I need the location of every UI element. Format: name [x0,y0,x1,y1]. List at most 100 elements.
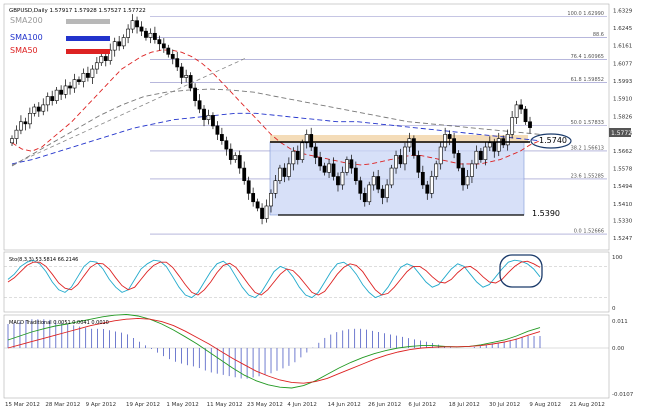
stoch-highlight-ellipse [499,254,543,288]
candle-body [94,62,99,70]
price-highlight-ellipse [530,133,572,149]
sma100-line [11,112,541,165]
price-axis-label: 1.5410 [613,202,633,208]
price-axis-label: 1.5330 [613,219,633,225]
stoch-axis-bottom: 0 [612,306,616,312]
date-axis-label: 1 May 2012 [166,402,198,408]
candle-body [327,163,331,173]
candle-body [403,146,407,165]
candle-body [139,26,144,32]
fib-level-label: 88.6 [593,32,604,38]
candle-body [519,104,523,110]
candle-body [215,125,220,135]
candle-body [242,167,247,182]
candle-body [362,193,367,203]
candle-body [126,28,131,38]
macd-title: MACD Traditional 0.0051 0.0041 0.0010 [9,320,109,326]
candle-body [487,142,492,148]
candle-body [197,100,202,110]
price-axis-label: 1.5662 [613,149,632,155]
date-axis-label: 26 Jun 2012 [368,402,401,408]
candle-body [291,150,296,165]
candle-body [452,138,456,154]
candle-body [108,49,113,61]
candle-body [27,113,32,125]
legend-sma50-label: SMA50 [10,46,38,55]
legend: SMA200 SMA100 SMA50 [10,16,110,55]
date-axis-label: 9 Aug 2012 [529,402,561,408]
candle-body [14,129,19,139]
candle-body [429,176,434,194]
price-axis-label: 1.6161 [613,44,632,50]
candle-body [380,188,385,198]
legend-sma100-swatch [66,36,110,41]
fib-level-label: 23.6 1.55285 [571,173,604,179]
candle-body [345,159,349,173]
candle-body [72,79,77,89]
date-axis-label: 18 Jul 2012 [449,402,480,408]
candle-body [251,193,256,203]
candle-body [206,115,211,120]
candle-body [36,106,41,112]
price-axis-label: 1.6245 [613,26,633,32]
price-axis-label: 1.5826 [613,114,633,120]
price-axis-label: 1.5578 [613,166,633,172]
candle-body [474,150,479,165]
candle-body [170,54,175,59]
candle-body [260,207,264,219]
candle-body [228,148,233,160]
sma50-line [11,49,541,166]
candle-body [63,85,68,95]
date-axis-label: 28 Mar 2012 [45,402,80,408]
candle-body [309,134,314,148]
price-axis-label: 1.5247 [613,236,633,242]
candle-body [68,85,72,89]
candle-body [59,89,64,95]
candle-body [278,167,282,182]
sma200-line [11,88,541,167]
candle-body [32,106,37,114]
macd-panel [3,314,610,399]
last-price-value: 1.5772 [611,130,632,137]
candle-body [394,155,398,169]
price-axis-label: 1.5494 [613,184,633,190]
support-label: 1.5390 [532,209,560,218]
candle-body [358,180,363,194]
candle-body [304,134,309,144]
candle-body [152,32,157,40]
symbol-header: GBPUSD,Daily 1.57917 1.57928 1.57527 1.5… [9,8,146,14]
candle-body [255,201,260,209]
candle-body [318,157,323,167]
candle-body [376,176,381,190]
candle-body [425,184,430,194]
candle-body [496,138,501,152]
candle-body [510,117,515,135]
candle-body [483,146,488,160]
candle-body [219,134,224,141]
date-axis-label: 30 Jul 2012 [489,402,520,408]
candle-body [41,104,46,112]
price-axis-label: 1.6329 [613,8,633,14]
date-axis-label: 19 Apr 2012 [126,402,160,408]
candle-body [367,184,372,203]
fib-level-label: 38.2 1.56613 [571,145,604,151]
candle-body [331,163,336,177]
candle-body [273,180,278,194]
candle-body [19,121,23,131]
candle-body [90,68,95,78]
candle-body [144,30,148,38]
candle-body [166,47,171,55]
date-axis-label: 15 Mar 2012 [5,402,40,408]
candle-body [416,155,421,173]
macd-axis-top: 0.011 [612,319,628,325]
candle-body [269,193,273,207]
candle-body [322,165,327,173]
candle-body [23,121,28,125]
candle-body [103,56,108,61]
candle-body [282,167,287,177]
legend-sma100-label: SMA100 [10,33,43,42]
candle-body [161,43,166,49]
last-price-marker [609,128,631,137]
candle-body [523,108,528,123]
